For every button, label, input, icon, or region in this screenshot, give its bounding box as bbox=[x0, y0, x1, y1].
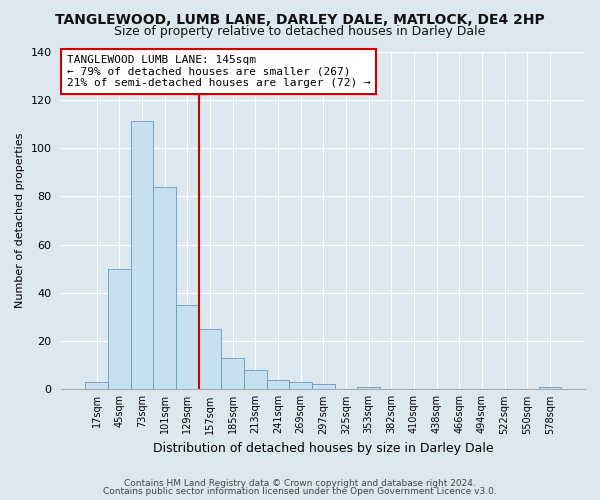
Text: TANGLEWOOD LUMB LANE: 145sqm
← 79% of detached houses are smaller (267)
21% of s: TANGLEWOOD LUMB LANE: 145sqm ← 79% of de… bbox=[67, 55, 370, 88]
Text: TANGLEWOOD, LUMB LANE, DARLEY DALE, MATLOCK, DE4 2HP: TANGLEWOOD, LUMB LANE, DARLEY DALE, MATL… bbox=[55, 12, 545, 26]
Bar bbox=[108, 268, 131, 390]
Bar bbox=[85, 382, 108, 390]
Bar bbox=[153, 186, 176, 390]
Bar bbox=[539, 387, 561, 390]
Bar bbox=[312, 384, 335, 390]
Y-axis label: Number of detached properties: Number of detached properties bbox=[15, 132, 25, 308]
Bar bbox=[199, 329, 221, 390]
X-axis label: Distribution of detached houses by size in Darley Dale: Distribution of detached houses by size … bbox=[153, 442, 494, 455]
Text: Size of property relative to detached houses in Darley Dale: Size of property relative to detached ho… bbox=[115, 25, 485, 38]
Bar bbox=[244, 370, 266, 390]
Text: Contains HM Land Registry data © Crown copyright and database right 2024.: Contains HM Land Registry data © Crown c… bbox=[124, 478, 476, 488]
Text: Contains public sector information licensed under the Open Government Licence v3: Contains public sector information licen… bbox=[103, 487, 497, 496]
Bar bbox=[266, 380, 289, 390]
Bar bbox=[357, 387, 380, 390]
Bar bbox=[289, 382, 312, 390]
Bar bbox=[176, 305, 199, 390]
Bar bbox=[131, 122, 153, 390]
Bar bbox=[221, 358, 244, 390]
